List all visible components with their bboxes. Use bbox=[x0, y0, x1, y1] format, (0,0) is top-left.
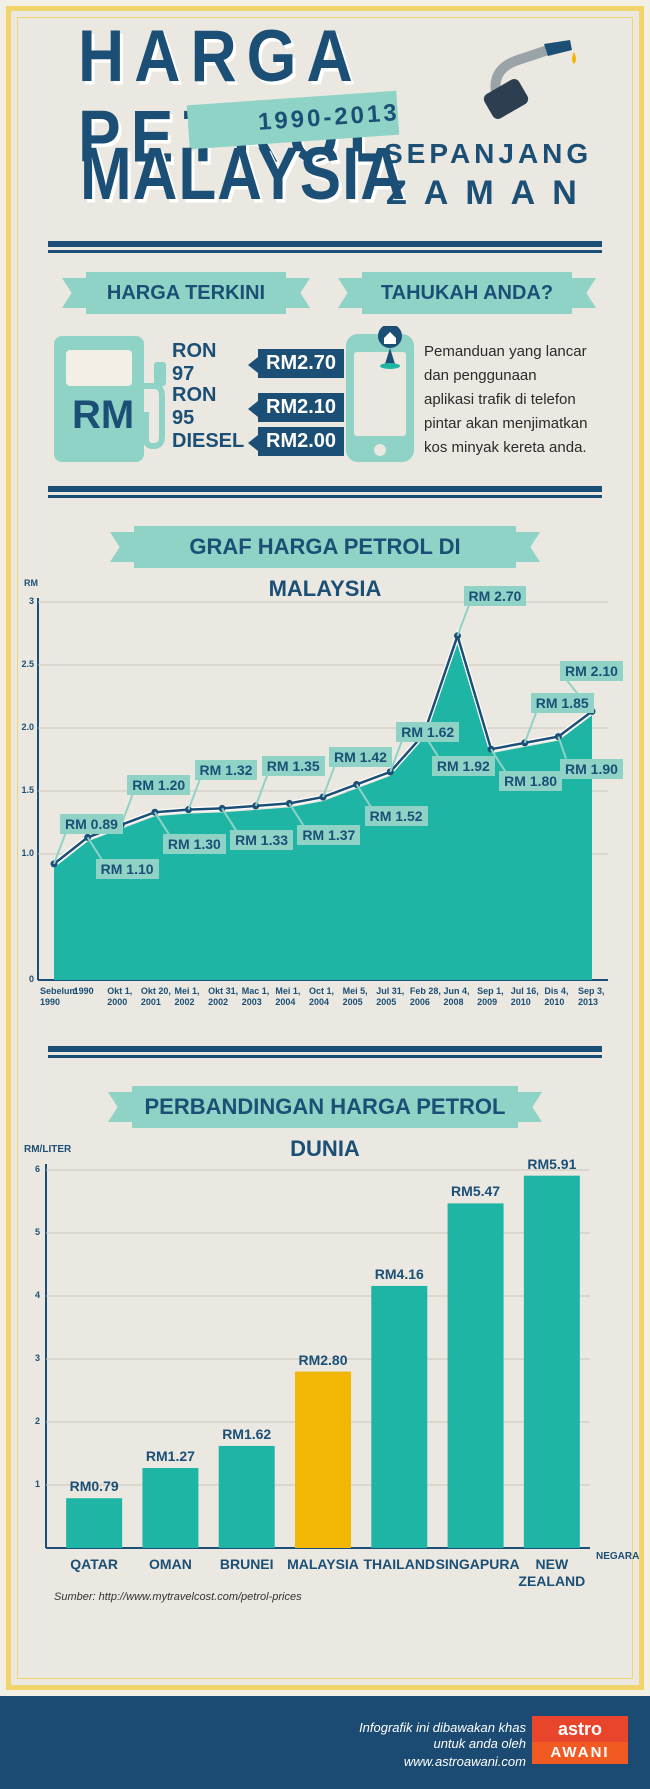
fuel-row-ron95: RON 95 RM2.10 bbox=[172, 384, 345, 430]
fuel-name: RON 95 bbox=[172, 384, 217, 429]
smartphone-icon bbox=[346, 326, 414, 462]
title-line2: MALAYSIA bbox=[80, 133, 407, 216]
logo-top: astro bbox=[532, 1716, 628, 1742]
footer: Infografik ini dibawakan khas untuk anda… bbox=[0, 1696, 650, 1789]
line-chart-ylabel: RM bbox=[24, 578, 38, 588]
fuel-nozzle-icon bbox=[483, 40, 576, 119]
fuel-name: RON 97 bbox=[172, 340, 217, 385]
subtitle-line1: SEPANJANG bbox=[384, 138, 593, 169]
bar-chart-title: PERBANDINGAN HARGA PETROL DUNIA bbox=[144, 1094, 506, 1161]
tip-ribbon: TAHUKAH ANDA? bbox=[362, 272, 572, 314]
divider-lower bbox=[48, 1046, 602, 1052]
divider-lower-thin bbox=[48, 1055, 602, 1058]
bar-chart-ribbon: PERBANDINGAN HARGA PETROL DUNIA bbox=[132, 1086, 518, 1161]
bar-chart-xlabel: NEGARA bbox=[596, 1551, 640, 1562]
fuel-price: RM2.70 bbox=[247, 348, 345, 378]
page-frame bbox=[6, 6, 644, 1690]
divider-mid-thin bbox=[48, 495, 602, 498]
tip-text: Pemanduan yang lancar dan penggunaan apl… bbox=[424, 343, 588, 456]
fuel-name: DIESEL bbox=[172, 430, 245, 452]
astro-awani-logo[interactable]: astro AWANI bbox=[532, 1716, 628, 1764]
footer-line2: untuk anda oleh bbox=[433, 1736, 526, 1751]
fuel-row-diesel: DIESEL RM2.00 bbox=[172, 427, 345, 456]
logo-bottom: AWANI bbox=[532, 1742, 628, 1764]
footer-url[interactable]: www.astroawani.com bbox=[403, 1754, 526, 1769]
footer-line1: Infografik ini dibawakan khas bbox=[359, 1720, 526, 1735]
line-chart-title: GRAF HARGA PETROL DI MALAYSIA bbox=[189, 534, 461, 601]
source-text: Sumber: http://www.mytravelcost.com/petr… bbox=[54, 1591, 302, 1603]
divider-mid bbox=[48, 486, 602, 492]
current-price-heading: HARGA TERKINI bbox=[106, 282, 266, 304]
subtitle-line2: ZAMAN bbox=[386, 174, 594, 212]
divider-top bbox=[48, 241, 602, 247]
pump-label: RM bbox=[72, 393, 135, 437]
fuel-price: RM2.10 bbox=[247, 392, 345, 422]
bar-chart-ylabel: RM/LITER bbox=[24, 1144, 72, 1155]
fuel-row-ron97: RON 97 RM2.70 bbox=[172, 340, 345, 386]
divider-top-thin bbox=[48, 250, 602, 253]
line-chart-ribbon: GRAF HARGA PETROL DI MALAYSIA bbox=[134, 526, 516, 601]
fuel-pump-icon bbox=[54, 336, 166, 462]
fuel-price: RM2.00 bbox=[247, 427, 345, 456]
tip-heading: TAHUKAH ANDA? bbox=[380, 282, 554, 304]
current-price-ribbon: HARGA TERKINI bbox=[86, 272, 286, 314]
